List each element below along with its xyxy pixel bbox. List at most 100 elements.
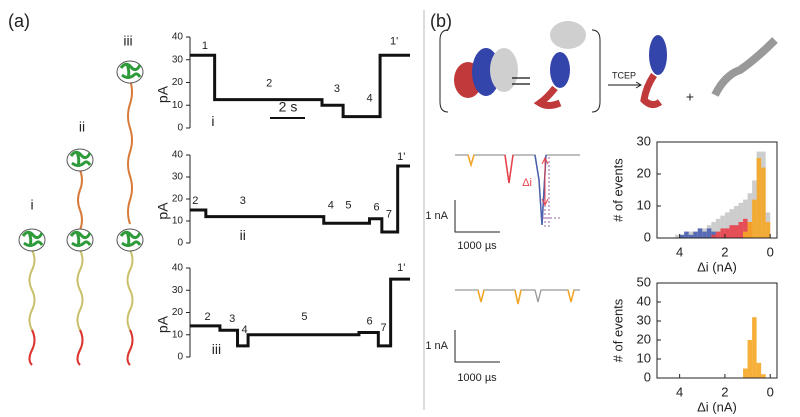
- trace: [190, 277, 410, 348]
- bar: [729, 209, 734, 238]
- domain: [550, 52, 570, 88]
- panel-label: (b): [430, 11, 452, 31]
- annotation: 6: [366, 315, 372, 327]
- y-tick-label: 20: [172, 194, 184, 205]
- bar: [743, 231, 748, 238]
- bar: [756, 362, 762, 378]
- annotation: 3: [229, 313, 235, 325]
- bar: [688, 234, 694, 238]
- bar: [733, 225, 739, 238]
- bar: [747, 340, 753, 378]
- x-tick-label: 2: [721, 384, 728, 399]
- y-axis-label: pA: [155, 202, 171, 220]
- domain: [711, 37, 778, 97]
- x-tick-label: 0: [767, 244, 774, 259]
- x-axis-label: Δi (nA): [697, 259, 737, 274]
- bar: [711, 222, 716, 238]
- annotation: 7: [381, 322, 387, 334]
- y-axis-label: # of events: [610, 158, 625, 222]
- bar: [724, 212, 730, 238]
- linker: [77, 169, 83, 231]
- y-tick-label: 10: [637, 350, 651, 365]
- arrow-head: [635, 81, 642, 89]
- construct-label: ii: [79, 119, 85, 135]
- y-tick-label: 40: [172, 150, 184, 161]
- bar: [733, 206, 739, 238]
- y-tick-label: 40: [172, 263, 184, 274]
- y-tick-label: 20: [172, 307, 184, 318]
- construct-label: iii: [123, 33, 132, 49]
- annotation: 2: [266, 78, 272, 90]
- plot-frame: [656, 282, 778, 379]
- y-tick-label: 30: [637, 133, 651, 148]
- bar: [675, 234, 680, 238]
- bar: [720, 228, 725, 238]
- bar: [765, 222, 771, 238]
- reagent: TCEP: [612, 70, 636, 80]
- y-tick-label: 10: [172, 329, 184, 340]
- x-tick-label: 0: [767, 384, 774, 399]
- plot-frame: [656, 141, 778, 239]
- bracket: [591, 29, 601, 113]
- bar: [761, 374, 766, 378]
- annotation: iii: [212, 341, 221, 357]
- bar: [747, 193, 753, 238]
- annotation: 1': [397, 151, 405, 163]
- y-tick-label: 40: [637, 293, 651, 308]
- bar: [684, 231, 689, 238]
- y-tick-label: 0: [644, 369, 651, 384]
- bar: [715, 218, 721, 238]
- y-tick-label: 0: [177, 123, 183, 134]
- bar: [706, 228, 712, 238]
- annotation: 2: [192, 195, 198, 207]
- bar: [761, 167, 766, 238]
- trace: [190, 164, 410, 234]
- scale-label: 1000 µs: [457, 240, 497, 252]
- bar: [756, 158, 762, 238]
- bar: [747, 222, 753, 238]
- annotation: 1: [202, 40, 208, 52]
- annotation: 5: [301, 311, 307, 323]
- linker: [127, 79, 133, 225]
- annotation: 1': [397, 262, 405, 274]
- annotation: 4: [366, 92, 372, 104]
- scale-bar: [454, 200, 500, 233]
- domain: [490, 48, 518, 92]
- domain: [640, 73, 663, 109]
- x-axis-label: Δi (nA): [697, 399, 737, 414]
- annotation: 3: [240, 195, 246, 207]
- annotation: 4: [241, 324, 247, 336]
- scale-bar: [454, 330, 500, 363]
- y-tick-label: 20: [172, 77, 184, 88]
- event: [467, 154, 475, 168]
- bracket: [439, 29, 449, 113]
- bar: [752, 317, 757, 378]
- annotation: 4: [328, 200, 334, 212]
- bar: [743, 368, 748, 378]
- guide: [542, 157, 560, 227]
- event-trace: [455, 154, 580, 226]
- protein: [115, 227, 145, 253]
- y-tick-label: 30: [172, 285, 184, 296]
- equilibrium-arrow: [512, 77, 530, 85]
- bar: [738, 202, 744, 238]
- bar: [724, 228, 730, 238]
- protein: [115, 59, 145, 85]
- y-tick-label: 40: [172, 32, 184, 43]
- y-axis-label: # of events: [610, 298, 625, 362]
- scale-label: 2 s: [279, 99, 298, 115]
- panel-label: (a): [8, 11, 30, 31]
- protein: [65, 147, 95, 173]
- x-tick-label: 2: [721, 244, 728, 259]
- y-tick-label: 20: [637, 165, 651, 180]
- y-tick-label: 0: [644, 229, 651, 244]
- bar: [729, 225, 734, 238]
- protein: [17, 227, 47, 253]
- annotation: 7: [386, 208, 392, 220]
- domain: [533, 85, 562, 109]
- tail: [28, 329, 36, 366]
- x-tick-label: 4: [676, 384, 683, 399]
- delta-arrow: [541, 156, 549, 207]
- y-tick-label: 0: [177, 352, 183, 363]
- annotation: 3: [334, 83, 340, 95]
